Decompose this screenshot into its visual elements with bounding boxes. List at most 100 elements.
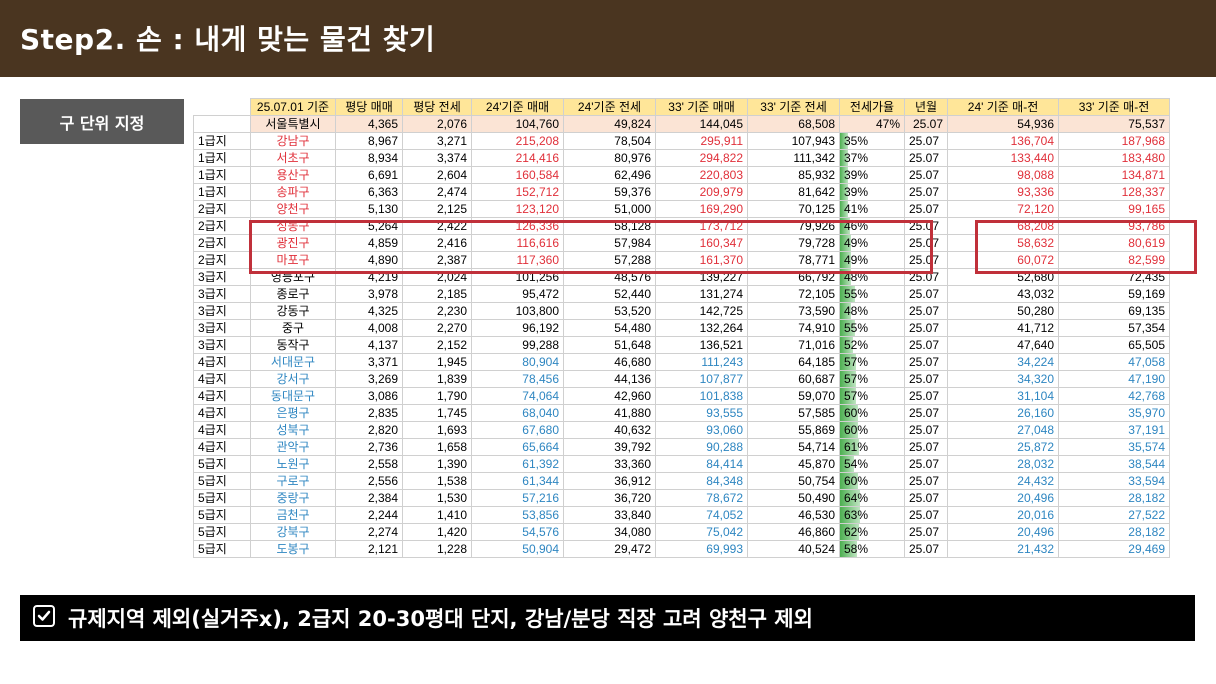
- district-name: 광진구: [250, 234, 336, 252]
- value-cell: 57,354: [1058, 319, 1170, 337]
- value-cell: 2,274: [335, 523, 403, 541]
- ratio-text: 60%: [844, 474, 869, 488]
- value-cell: 1,658: [402, 438, 472, 456]
- value-cell: 25.07: [904, 540, 948, 558]
- value-cell: 59,070: [747, 387, 840, 405]
- ratio-text: 63%: [844, 508, 869, 522]
- ratio-text: 57%: [844, 372, 869, 386]
- bottom-note-text: 규제지역 제외(실거주x), 2급지 20-30평대 단지, 강남/분당 직장 …: [68, 607, 813, 631]
- value-cell: 27,522: [1058, 506, 1170, 524]
- column-header: 전세가율: [839, 98, 905, 116]
- tier-cell: 5급지: [193, 523, 251, 541]
- column-header: 년월: [904, 98, 948, 116]
- value-cell: 25.07: [904, 455, 948, 473]
- table-row: 5급지 구로구 2,556 1,538 61,344 36,912 84,348 50,754…: [193, 472, 1170, 490]
- tier-cell: 3급지: [193, 285, 251, 303]
- table-row: 5급지 노원구 2,558 1,390 61,392 33,360 84,414 45,870…: [193, 455, 1170, 473]
- value-cell: 74,052: [655, 506, 748, 524]
- value-cell: 55,869: [747, 421, 840, 439]
- value-cell: 93,786: [1058, 217, 1170, 235]
- value-cell: 8,967: [335, 132, 403, 150]
- district-name: 금천구: [250, 506, 336, 524]
- value-cell: 2,556: [335, 472, 403, 490]
- value-cell: 25.07: [904, 285, 948, 303]
- district-name: 중랑구: [250, 489, 336, 507]
- value-cell: 25.07: [904, 132, 948, 150]
- value-cell: 4,008: [335, 319, 403, 337]
- column-header: 33' 기준 매-전: [1058, 98, 1170, 116]
- value-cell: 66,792: [747, 268, 840, 286]
- value-cell: 131,274: [655, 285, 748, 303]
- district-name: 은평구: [250, 404, 336, 422]
- value-cell: 2,416: [402, 234, 472, 252]
- value-cell: 98,088: [947, 166, 1059, 184]
- value-cell: 128,337: [1058, 183, 1170, 201]
- value-cell: 42,768: [1058, 387, 1170, 405]
- value-cell: 160,584: [471, 166, 564, 184]
- value-cell: 295,911: [655, 132, 748, 150]
- value-cell: 41,880: [563, 404, 656, 422]
- value-cell: 4,365: [335, 115, 403, 133]
- value-cell: 25.07: [904, 302, 948, 320]
- value-cell: 161,370: [655, 251, 748, 269]
- value-cell: 2,835: [335, 404, 403, 422]
- ratio-text: 35%: [844, 134, 869, 148]
- jeonse-ratio-cell: 48%: [839, 268, 905, 286]
- value-cell: 82,599: [1058, 251, 1170, 269]
- value-cell: 294,822: [655, 149, 748, 167]
- value-cell: 2,604: [402, 166, 472, 184]
- value-cell: 24,432: [947, 472, 1059, 490]
- table-row: 3급지 종로구 3,978 2,185 95,472 52,440 131,274 72,10…: [193, 285, 1170, 303]
- value-cell: 2,076: [402, 115, 472, 133]
- value-cell: 1,945: [402, 353, 472, 371]
- value-cell: 37,191: [1058, 421, 1170, 439]
- value-cell: 28,182: [1058, 523, 1170, 541]
- value-cell: 25.07: [904, 268, 948, 286]
- value-cell: 25.07: [904, 200, 948, 218]
- value-cell: 78,771: [747, 251, 840, 269]
- district-name: 강북구: [250, 523, 336, 541]
- district-name: 서울특별시: [250, 115, 336, 133]
- tier-cell: 2급지: [193, 234, 251, 252]
- value-cell: 68,208: [947, 217, 1059, 235]
- value-cell: 35,574: [1058, 438, 1170, 456]
- tier-cell: 1급지: [193, 183, 251, 201]
- value-cell: 57,216: [471, 489, 564, 507]
- value-cell: 31,104: [947, 387, 1059, 405]
- value-cell: 39,792: [563, 438, 656, 456]
- value-cell: 27,048: [947, 421, 1059, 439]
- value-cell: 1,530: [402, 489, 472, 507]
- district-name: 용산구: [250, 166, 336, 184]
- tier-cell: [193, 115, 251, 133]
- tier-cell: 5급지: [193, 455, 251, 473]
- value-cell: 25.07: [904, 489, 948, 507]
- value-cell: 71,016: [747, 336, 840, 354]
- value-cell: 85,932: [747, 166, 840, 184]
- value-cell: 46,530: [747, 506, 840, 524]
- value-cell: 68,040: [471, 404, 564, 422]
- value-cell: 79,728: [747, 234, 840, 252]
- value-cell: 57,288: [563, 251, 656, 269]
- value-cell: 25.07: [904, 421, 948, 439]
- value-cell: 139,227: [655, 268, 748, 286]
- value-cell: 64,185: [747, 353, 840, 371]
- ratio-text: 46%: [844, 219, 869, 233]
- ratio-text: 48%: [844, 270, 869, 284]
- value-cell: 84,414: [655, 455, 748, 473]
- district-name: 동작구: [250, 336, 336, 354]
- value-cell: 69,993: [655, 540, 748, 558]
- value-cell: 54,714: [747, 438, 840, 456]
- district-name: 송파구: [250, 183, 336, 201]
- value-cell: 2,185: [402, 285, 472, 303]
- ratio-text: 37%: [844, 151, 869, 165]
- value-cell: 61,392: [471, 455, 564, 473]
- value-cell: 58,128: [563, 217, 656, 235]
- value-cell: 8,934: [335, 149, 403, 167]
- ratio-text: 62%: [844, 525, 869, 539]
- value-cell: 68,508: [747, 115, 840, 133]
- column-header: 24' 기준 매-전: [947, 98, 1059, 116]
- value-cell: 25,872: [947, 438, 1059, 456]
- value-cell: 25.07: [904, 472, 948, 490]
- value-cell: 50,904: [471, 540, 564, 558]
- table-row: 3급지 강동구 4,325 2,230 103,800 53,520 142,725 73,5…: [193, 302, 1170, 320]
